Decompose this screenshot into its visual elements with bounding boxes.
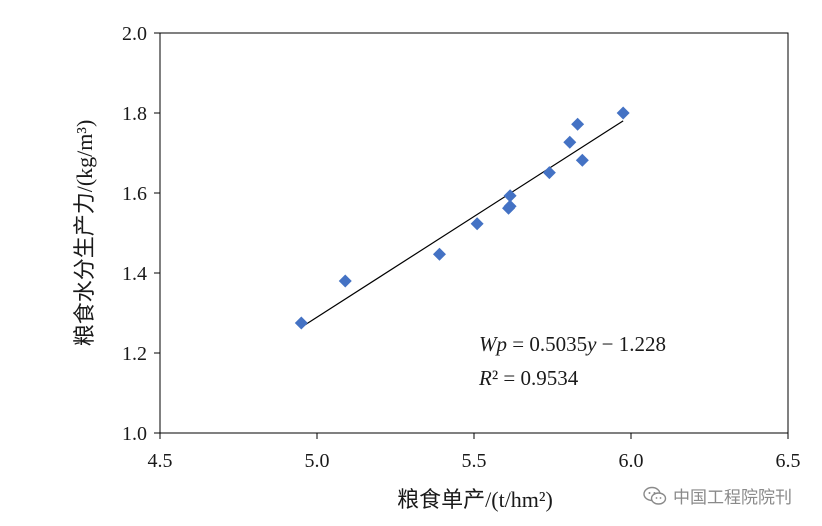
data-point bbox=[571, 117, 585, 131]
x-tick-label: 5.5 bbox=[462, 450, 487, 472]
regression-equation: Wp = 0.5035y − 1.228 bbox=[479, 332, 666, 356]
data-point bbox=[294, 316, 308, 330]
x-axis-title: 粮食单产/(t/hm²) bbox=[397, 487, 553, 512]
r2-var: R bbox=[478, 366, 492, 390]
x-tick-label: 5.0 bbox=[305, 450, 330, 472]
data-point bbox=[432, 247, 446, 261]
data-point bbox=[563, 135, 577, 149]
plot-area bbox=[159, 32, 789, 434]
y-tick-label: 1.8 bbox=[122, 103, 147, 125]
eq-lhs: Wp bbox=[479, 332, 507, 356]
x-tick-label: 4.5 bbox=[148, 450, 173, 472]
watermark-text: 中国工程院院刊 bbox=[673, 488, 792, 508]
y-tick-label: 1.0 bbox=[122, 423, 147, 445]
x-axis-ticks: 4.5 5.0 5.5 6.0 6.5 bbox=[148, 433, 801, 472]
y-tick-label: 1.4 bbox=[122, 263, 147, 285]
watermark: 中国工程院院刊 bbox=[643, 483, 792, 508]
wechat-icon bbox=[643, 486, 667, 505]
eq-var: y bbox=[585, 332, 597, 356]
data-point bbox=[542, 166, 556, 180]
data-point bbox=[503, 199, 517, 213]
data-point bbox=[616, 106, 630, 120]
data-point bbox=[338, 274, 352, 288]
data-point bbox=[470, 217, 484, 231]
plot-frame bbox=[159, 32, 789, 434]
eq-rhs: − 1.228 bbox=[596, 332, 666, 356]
data-points bbox=[294, 106, 630, 330]
r-squared: R² = 0.9534 bbox=[478, 366, 579, 390]
x-tick-label: 6.0 bbox=[619, 450, 644, 472]
y-tick-label: 2.0 bbox=[122, 23, 147, 45]
data-point bbox=[575, 153, 589, 167]
data-point bbox=[503, 189, 517, 203]
y-axis-title: 粮食水分生产力/(kg/m³) bbox=[72, 120, 97, 347]
trendline bbox=[300, 120, 624, 328]
x-tick-label: 6.5 bbox=[776, 450, 801, 472]
trendline-group bbox=[300, 120, 624, 328]
eq-mid: = 0.5035 bbox=[507, 332, 587, 356]
y-axis-ticks: 1.0 1.2 1.4 1.6 1.8 2.0 bbox=[122, 23, 160, 445]
r2-rest: ² = 0.9534 bbox=[492, 366, 579, 390]
y-tick-label: 1.6 bbox=[122, 183, 147, 205]
y-tick-label: 1.2 bbox=[122, 343, 147, 365]
